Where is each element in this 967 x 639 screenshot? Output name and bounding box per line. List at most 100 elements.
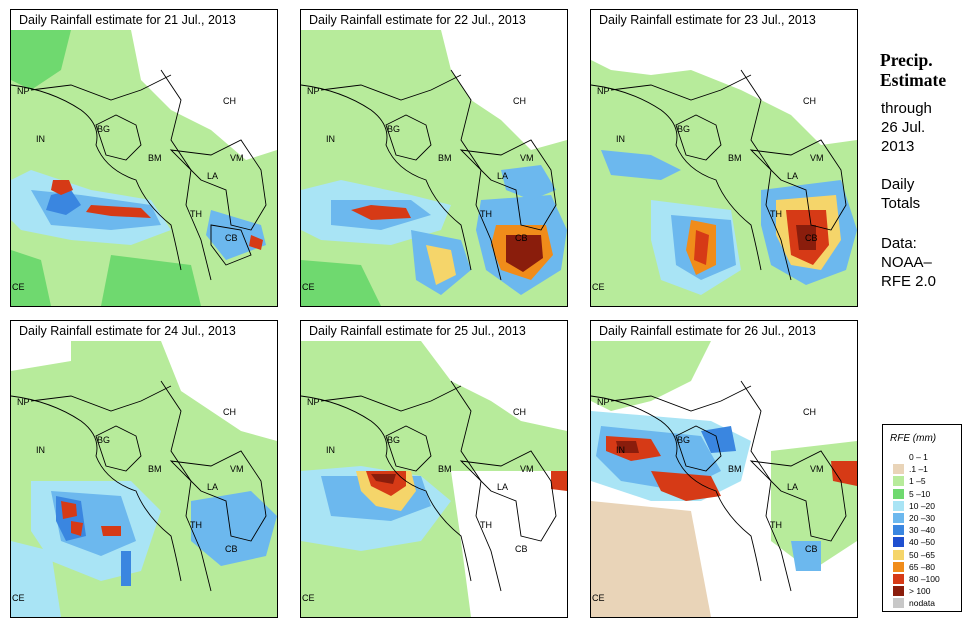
title-line-2: Estimate: [880, 70, 947, 90]
label-bm: BM: [728, 464, 742, 474]
map-panel-jul26: Daily Rainfall estimate for 26 Jul., 201…: [590, 320, 858, 618]
product-title: Precip. Estimate: [880, 50, 946, 90]
legend-item: 80 –100: [893, 573, 963, 585]
daily-line-1: Daily: [881, 176, 915, 193]
legend-item: 1 –5: [893, 475, 963, 487]
label-ch: CH: [513, 407, 526, 417]
label-ce: CE: [12, 593, 25, 603]
rainfall-field: [591, 30, 857, 306]
label-ch: CH: [803, 407, 816, 417]
legend-label: > 100: [909, 586, 931, 597]
label-cb: CB: [225, 544, 238, 554]
rainfall-field: [301, 30, 567, 306]
legend-label: 50 –65: [909, 549, 935, 560]
legend-label: nodata: [909, 598, 935, 609]
legend-swatch: [893, 537, 904, 548]
rainfall-field: [11, 341, 277, 617]
label-bg: BG: [677, 124, 691, 134]
label-ce: CE: [302, 282, 315, 292]
legend-title: RFE (mm): [890, 433, 937, 444]
label-in: IN: [616, 134, 625, 144]
rainfall-map: NP IN BG CH BM VM LA TH CB CE: [591, 30, 857, 306]
legend-item: 5 –10: [893, 488, 963, 500]
label-vm: VM: [520, 153, 534, 163]
legend-swatch: [893, 549, 904, 560]
label-bm: BM: [728, 153, 742, 163]
label-cb: CB: [805, 233, 818, 243]
label-ce: CE: [592, 593, 605, 603]
legend-swatch: [893, 561, 904, 572]
legend-item: 40 –50: [893, 536, 963, 548]
data-line-1: Data:: [881, 235, 917, 252]
legend-label: 0 – 1: [909, 452, 928, 462]
label-th: TH: [480, 209, 492, 219]
panel-title: Daily Rainfall estimate for 22 Jul., 201…: [301, 10, 567, 31]
label-th: TH: [770, 209, 782, 219]
panel-title: Daily Rainfall estimate for 25 Jul., 201…: [301, 321, 567, 342]
legend-swatch: [893, 464, 904, 475]
legend-swatch: [893, 488, 904, 499]
map-panel-jul21: Daily Rainfall estimate for 21 Jul., 201…: [10, 9, 278, 307]
legend-label: 1 –5: [909, 476, 926, 487]
legend-swatch: [893, 513, 904, 523]
rainfall-map: NP IN BG CH BM VM LA TH CB CE: [591, 341, 857, 617]
label-bm: BM: [148, 464, 162, 474]
rainfall-field: [301, 341, 567, 617]
through-text: through 26 Jul. 2013: [881, 99, 932, 156]
label-bm: BM: [438, 153, 452, 163]
legend-item: .1 –1: [893, 463, 963, 475]
label-la: LA: [787, 171, 799, 181]
legend-swatch: [893, 500, 904, 511]
rainfall-map: NP IN BG CH BM VM LA TH CB CE: [11, 30, 277, 306]
legend-label: 30 –40: [909, 525, 935, 536]
label-ch: CH: [223, 96, 236, 106]
legend-item: nodata: [893, 597, 963, 609]
label-vm: VM: [810, 153, 824, 163]
legend-item: 0 – 1: [893, 451, 963, 463]
legend-swatch: [893, 586, 904, 597]
rainfall-field: [11, 30, 277, 306]
label-np: NP: [17, 86, 30, 96]
label-la: LA: [497, 171, 509, 181]
rainfall-map: NP IN BG CH BM VM LA TH CB CE: [301, 341, 567, 617]
legend-label: 65 –80: [909, 561, 935, 572]
label-in: IN: [616, 445, 625, 455]
rainfall-map: NP IN BG CH BM VM LA TH CB CE: [301, 30, 567, 306]
map-panel-jul22: Daily Rainfall estimate for 22 Jul., 201…: [300, 9, 568, 307]
label-ch: CH: [803, 96, 816, 106]
data-line-3: RFE 2.0: [881, 273, 937, 290]
label-bm: BM: [148, 153, 162, 163]
rainfall-map: NP IN BG CH BM VM LA TH CB CE: [11, 341, 277, 617]
label-np: NP: [307, 397, 320, 407]
label-np: NP: [17, 397, 30, 407]
through-label: through: [881, 100, 932, 117]
label-la: LA: [207, 482, 219, 492]
title-line-1: Precip.: [880, 50, 933, 70]
label-in: IN: [326, 445, 335, 455]
legend-swatch: [893, 476, 904, 487]
label-ce: CE: [12, 282, 25, 292]
legend-label: 20 –30: [909, 513, 935, 523]
label-cb: CB: [225, 233, 238, 243]
daily-line-2: Totals: [881, 195, 921, 212]
label-th: TH: [480, 520, 492, 530]
legend-label: 10 –20: [909, 500, 935, 511]
label-vm: VM: [230, 153, 244, 163]
data-line-2: NOAA–: [881, 254, 932, 271]
label-bg: BG: [97, 435, 111, 445]
data-source-text: Data: NOAA– RFE 2.0: [881, 234, 936, 291]
legend-swatch: [893, 452, 904, 462]
label-vm: VM: [520, 464, 534, 474]
label-np: NP: [597, 397, 610, 407]
panel-title: Daily Rainfall estimate for 26 Jul., 201…: [591, 321, 857, 342]
label-in: IN: [36, 134, 45, 144]
panel-title: Daily Rainfall estimate for 23 Jul., 201…: [591, 10, 857, 31]
label-ch: CH: [513, 96, 526, 106]
panel-title: Daily Rainfall estimate for 21 Jul., 201…: [11, 10, 277, 31]
panel-title: Daily Rainfall estimate for 24 Jul., 201…: [11, 321, 277, 342]
label-bg: BG: [387, 435, 401, 445]
date-line-2: 2013: [881, 138, 915, 155]
label-cb: CB: [515, 544, 528, 554]
label-bg: BG: [97, 124, 111, 134]
legend-label: .1 –1: [909, 464, 928, 475]
